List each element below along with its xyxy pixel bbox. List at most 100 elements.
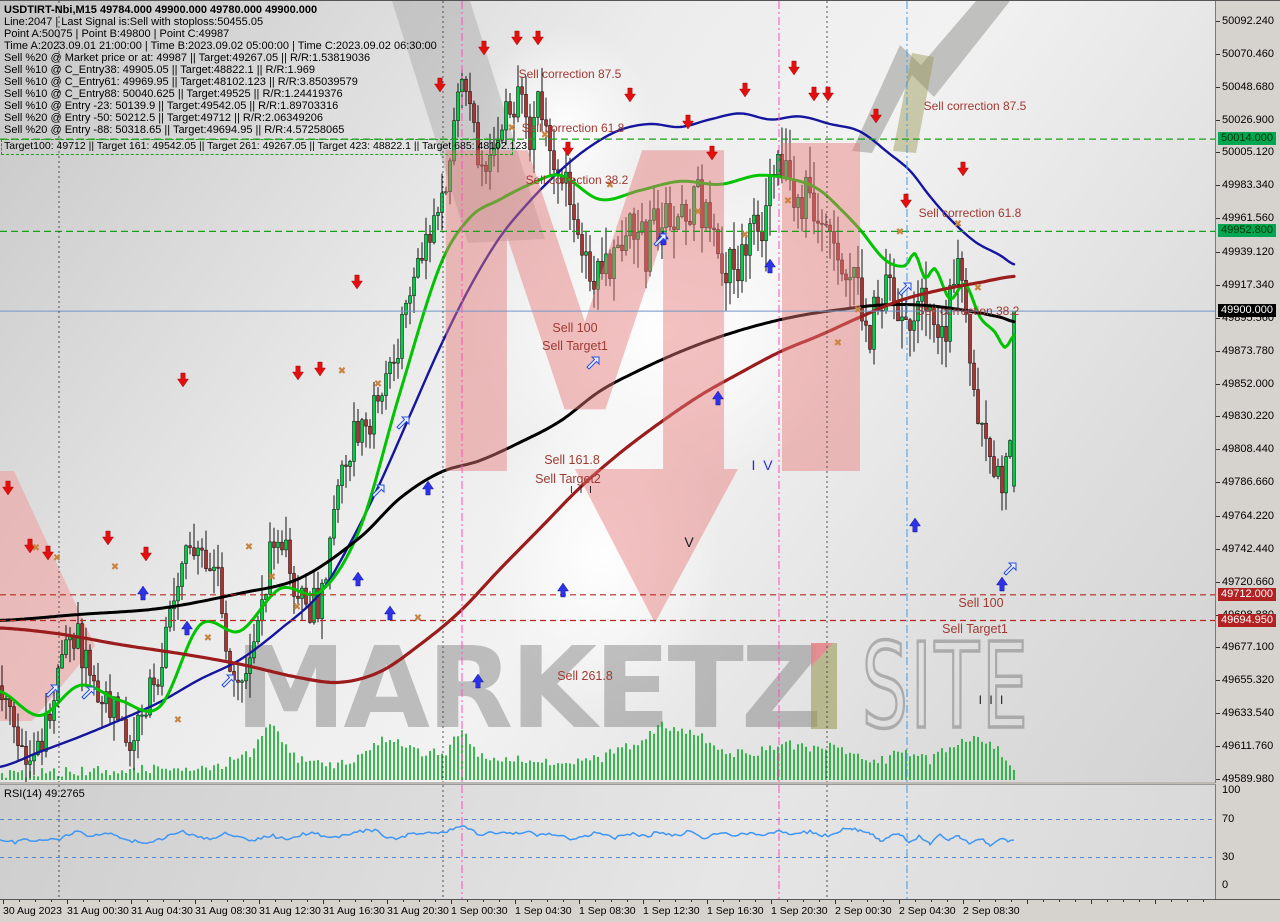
price-axis-label: 49655.320 bbox=[1222, 674, 1274, 686]
price-axis[interactable]: 50092.240 50070.460 50048.680 50026.900 5000… bbox=[1216, 1, 1280, 898]
price-axis-label: 50070.460 bbox=[1222, 48, 1274, 60]
buy-arrow-marker bbox=[181, 620, 193, 636]
time-axis-label: 2 Sep 00:30 bbox=[835, 905, 892, 917]
price-tick bbox=[1216, 384, 1220, 385]
buy-arrow-marker bbox=[422, 480, 434, 496]
price-tick bbox=[1216, 779, 1220, 780]
time-axis-label: 1 Sep 12:30 bbox=[643, 905, 700, 917]
cross-marker: ✖ bbox=[606, 180, 614, 191]
time-axis-label: 31 Aug 20:30 bbox=[387, 905, 449, 917]
sell-arrow-marker bbox=[624, 87, 636, 103]
sell-arrow-marker bbox=[870, 108, 882, 124]
time-axis-label: 1 Sep 20:30 bbox=[771, 905, 828, 917]
info-line-points: Point A:50075 | Point B:49800 | Point C:… bbox=[4, 28, 230, 40]
price-tick bbox=[1216, 582, 1220, 583]
cross-marker: ✖ bbox=[854, 305, 862, 316]
cross-marker: ✖ bbox=[541, 130, 549, 141]
price-tick bbox=[1216, 87, 1220, 88]
price-axis-label: 49720.660 bbox=[1222, 576, 1274, 588]
rsi-name: RSI(14) bbox=[4, 788, 42, 800]
price-axis-label: 50048.680 bbox=[1222, 81, 1274, 93]
sell-arrow-marker bbox=[739, 82, 751, 98]
time-tick bbox=[1027, 900, 1028, 904]
rsi-indicator-label: RSI(14) 49.2765 bbox=[4, 788, 85, 800]
price-axis-label: 49742.440 bbox=[1222, 543, 1274, 555]
time-tick bbox=[243, 900, 244, 902]
time-axis-label: 31 Aug 04:30 bbox=[131, 905, 193, 917]
info-line-signal: Line:2047 | Last Signal is:Sell with sto… bbox=[4, 16, 264, 28]
pink-m-watermark: M bbox=[414, 64, 860, 623]
cross-marker: ✖ bbox=[414, 613, 422, 624]
time-tick bbox=[483, 900, 484, 902]
price-tag-49694.950: 49694.950 bbox=[1218, 614, 1276, 627]
outline-arrow-marker bbox=[45, 684, 59, 698]
price-axis-label: 49808.440 bbox=[1222, 443, 1274, 455]
time-tick bbox=[115, 900, 116, 902]
sell-arrow-marker bbox=[478, 40, 490, 56]
time-tick bbox=[1203, 900, 1204, 902]
time-axis-label: 31 Aug 00:30 bbox=[67, 905, 129, 917]
time-tick bbox=[1139, 900, 1140, 902]
cross-marker: ✖ bbox=[508, 123, 516, 134]
rsi-indicator-pane[interactable] bbox=[0, 784, 1216, 900]
time-axis[interactable]: 30 Aug 2023 31 Aug 00:30 31 Aug 04:30 31 Au… bbox=[0, 899, 1280, 922]
price-axis-label: 49939.120 bbox=[1222, 246, 1274, 258]
cross-marker: ✖ bbox=[245, 542, 253, 553]
time-tick bbox=[883, 900, 884, 902]
time-tick bbox=[835, 900, 836, 904]
cross-marker: ✖ bbox=[32, 543, 40, 554]
time-axis-label: 30 Aug 2023 bbox=[3, 905, 62, 917]
time-tick bbox=[675, 900, 676, 902]
cross-marker: ✖ bbox=[53, 553, 61, 564]
rsi-line bbox=[0, 825, 1015, 847]
time-tick bbox=[627, 900, 628, 902]
sell-arrow-marker bbox=[562, 141, 574, 157]
main-chart-pane[interactable]: MARKETZ SITE M ✖ ✖ ✖ ✖ ✖ ✖ ✖ ✖ ✖ ✖ ✖ ✖ ✖ ✖ ✖ ✖ ✖ ✖ ✖ ✖ ✖ ✖ bbox=[0, 1, 1216, 783]
time-tick bbox=[659, 900, 660, 902]
time-axis-label: 31 Aug 12:30 bbox=[259, 905, 321, 917]
info-line-symbol-ohlc: USDTIRT-Nbi,M15 49784.000 49900.000 4978… bbox=[4, 4, 318, 16]
time-tick bbox=[819, 900, 820, 902]
time-tick bbox=[979, 900, 980, 902]
price-tick bbox=[1216, 416, 1220, 417]
time-tick bbox=[19, 900, 20, 902]
cross-marker: ✖ bbox=[374, 379, 382, 390]
rsi-axis-label: 30 bbox=[1222, 851, 1235, 863]
time-tick bbox=[1123, 900, 1124, 902]
volume-series bbox=[1, 721, 1015, 780]
time-tick bbox=[1059, 900, 1060, 902]
buy-arrow-marker bbox=[472, 673, 484, 689]
time-tick bbox=[643, 900, 644, 904]
time-tick bbox=[371, 900, 372, 902]
sell-arrow-marker bbox=[2, 480, 14, 496]
price-tick bbox=[1216, 285, 1220, 286]
time-tick bbox=[451, 900, 452, 904]
ma-mid-black bbox=[0, 303, 1016, 622]
rsi-chart bbox=[0, 785, 1215, 899]
time-tick bbox=[707, 900, 708, 904]
info-line-entry38: Sell %10 @ C_Entry38: 49905.05 || Target… bbox=[4, 64, 316, 76]
time-tick bbox=[1155, 900, 1156, 904]
cross-marker: ✖ bbox=[741, 230, 749, 241]
time-axis-label: 31 Aug 08:30 bbox=[195, 905, 257, 917]
time-tick bbox=[467, 900, 468, 902]
outline-arrow-marker bbox=[1003, 562, 1017, 576]
price-tick bbox=[1216, 516, 1220, 517]
outline-arrow-marker bbox=[221, 674, 235, 688]
time-tick bbox=[275, 900, 276, 902]
time-tick bbox=[963, 900, 964, 904]
buy-arrow-marker bbox=[996, 576, 1008, 592]
ma-slow-darkred bbox=[0, 274, 1016, 685]
price-tick bbox=[1216, 54, 1220, 55]
price-axis-label: 50005.120 bbox=[1222, 146, 1274, 158]
buy-arrow-marker bbox=[137, 585, 149, 601]
time-tick bbox=[499, 900, 500, 902]
outline-arrow-marker bbox=[81, 686, 95, 700]
time-tick bbox=[211, 900, 212, 902]
time-axis-label: 1 Sep 16:30 bbox=[707, 905, 764, 917]
time-tick bbox=[723, 900, 724, 902]
price-tick bbox=[1216, 218, 1220, 219]
time-tick bbox=[131, 900, 132, 904]
time-tick bbox=[915, 900, 916, 902]
pane-splitter[interactable] bbox=[0, 782, 1215, 784]
